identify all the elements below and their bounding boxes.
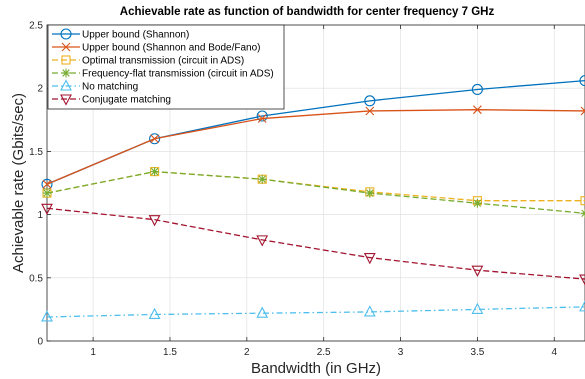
series-5 (42, 301, 585, 321)
legend-marker (62, 69, 71, 78)
series-2 (43, 106, 585, 189)
y-tick-label: 2 (37, 84, 43, 95)
data-point-marker (580, 275, 585, 285)
legend-label: Upper bound (Shannon) (82, 30, 189, 41)
y-tick-label: 0 (37, 337, 43, 348)
data-point-marker (150, 309, 160, 319)
x-axis-label: Bandwidth (in GHz) (251, 360, 381, 377)
x-tick-label: 1.5 (163, 347, 177, 358)
series-line (47, 172, 585, 214)
data-point-marker (257, 308, 267, 318)
y-tick-label: 2.5 (29, 21, 43, 32)
legend-label: Conjugate matching (82, 95, 171, 106)
series-line (47, 208, 585, 279)
data-point-marker (581, 209, 585, 218)
legend-label: Frequency-flat transmission (circuit in … (82, 69, 274, 80)
series-3 (43, 168, 585, 205)
data-point-marker (365, 189, 374, 198)
series-line (47, 307, 585, 317)
data-point-marker (43, 189, 52, 198)
data-point-marker (365, 254, 375, 263)
x-tick-label: 4 (551, 347, 557, 358)
y-tick-label: 1 (37, 210, 43, 221)
series-line (47, 110, 585, 185)
y-tick-label: 1.5 (29, 147, 43, 158)
x-tick-label: 1 (90, 347, 96, 358)
data-point-marker (258, 175, 267, 184)
legend-label: Upper bound (Shannon and Bode/Fano) (82, 43, 260, 54)
x-tick-label: 2.5 (317, 347, 331, 358)
data-point-marker (365, 306, 375, 316)
x-tick-label: 2 (244, 347, 250, 358)
legend-label: No matching (82, 82, 138, 93)
legend-entry: Upper bound (Shannon and Bode/Fano) (52, 43, 260, 54)
data-point-marker (473, 199, 482, 208)
legend: Upper bound (Shannon) Upper bound (Shanno… (48, 25, 284, 109)
data-series (42, 76, 585, 321)
series-6 (42, 204, 585, 284)
x-tick-label: 3 (398, 347, 404, 358)
y-tick-label: 0.5 (29, 273, 43, 284)
y-axis-label: Achievable rate (Gbits/sec) (10, 93, 27, 273)
chart-title: Achievable rate as function of bandwidth… (120, 6, 495, 18)
data-point-marker (580, 301, 585, 311)
legend-label: Optimal transmission (circuit in ADS) (82, 56, 244, 67)
legend-entry: Frequency-flat transmission (circuit in … (52, 69, 274, 80)
data-point-marker (150, 167, 159, 176)
x-tick-label: 3.5 (470, 347, 484, 358)
series-4 (43, 167, 585, 218)
